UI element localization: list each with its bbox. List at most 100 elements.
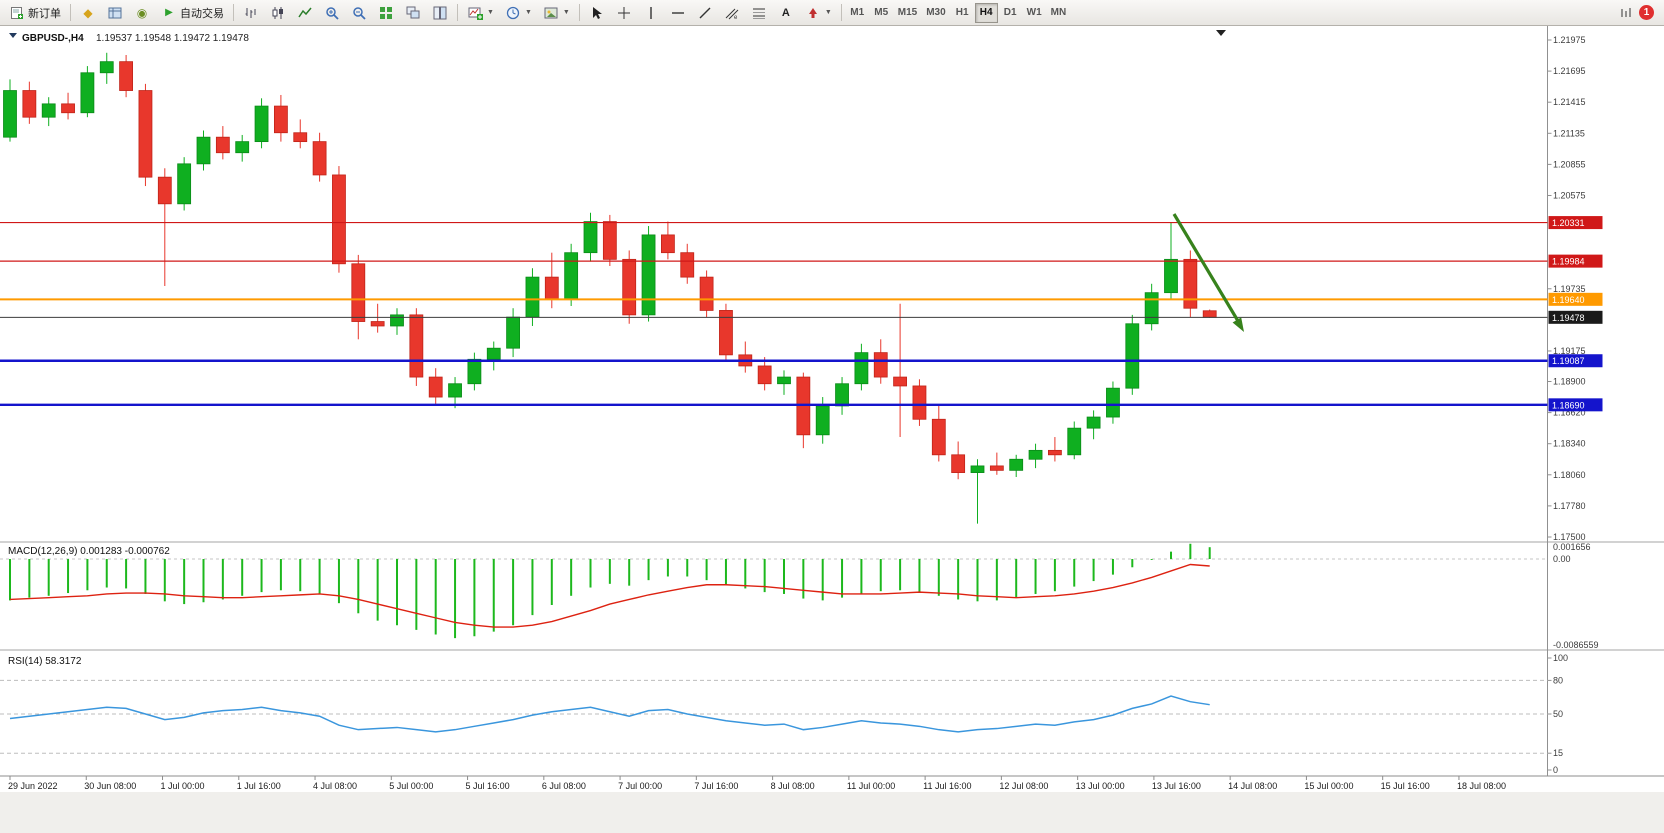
svg-text:1.18690: 1.18690	[1552, 400, 1585, 410]
cascade-windows-button[interactable]	[400, 2, 426, 24]
timeframe-h1-button[interactable]: H1	[951, 3, 974, 23]
navigator-button[interactable]	[102, 2, 128, 24]
timeframe-group: M1 M5 M15 M30 H1 H4 D1 W1 MN	[846, 2, 1071, 23]
svg-text:1.20855: 1.20855	[1553, 159, 1586, 169]
svg-text:15: 15	[1553, 748, 1563, 758]
svg-text:1.21135: 1.21135	[1553, 128, 1585, 138]
svg-text:1.21415: 1.21415	[1553, 97, 1586, 107]
toolbar-separator	[70, 4, 71, 21]
periods-icon	[505, 5, 521, 21]
new-order-label: 新订单	[28, 7, 61, 20]
svg-text:RSI(14) 58.3172: RSI(14) 58.3172	[8, 656, 82, 667]
autotrading-button[interactable]: ▶ 自动交易	[156, 2, 229, 24]
svg-text:4 Jul 08:00: 4 Jul 08:00	[313, 781, 357, 791]
timeframe-w1-button[interactable]: W1	[1023, 3, 1046, 23]
chart-canvas[interactable]: 1.21975 1.21695 1.21415 1.21135 1.20855 1.205…	[0, 26, 1664, 833]
tile-vertical-button[interactable]	[427, 2, 453, 24]
svg-text:7 Jul 00:00: 7 Jul 00:00	[618, 781, 662, 791]
chart-window: 1.21975 1.21695 1.21415 1.21135 1.20855 1.205…	[0, 26, 1664, 833]
channel-icon: e	[724, 5, 740, 21]
svg-text:1.20575: 1.20575	[1553, 190, 1586, 200]
timeframe-h4-button[interactable]: H4	[974, 2, 998, 23]
timeframe-m1-button[interactable]: M1	[846, 3, 869, 23]
svg-text:1.18620: 1.18620	[1553, 408, 1586, 418]
new-chart-button[interactable]: ▼	[462, 2, 499, 24]
svg-text:1.17780: 1.17780	[1553, 501, 1586, 511]
vertical-line-button[interactable]	[638, 2, 664, 24]
horizontal-line-button[interactable]	[665, 2, 691, 24]
svg-text:100: 100	[1553, 653, 1568, 663]
bar-chart-button[interactable]	[238, 2, 264, 24]
terminal-button[interactable]: ◉	[129, 2, 155, 24]
svg-text:1.17500: 1.17500	[1553, 532, 1586, 542]
text-label-button[interactable]: A	[773, 2, 799, 24]
notification-badge[interactable]: 1	[1639, 5, 1654, 20]
svg-text:1.18340: 1.18340	[1553, 439, 1586, 449]
svg-text:15 Jul 16:00: 15 Jul 16:00	[1381, 781, 1430, 791]
cascade-windows-icon	[405, 5, 421, 21]
svg-text:29 Jun 2022: 29 Jun 2022	[8, 781, 58, 791]
timeframe-m30-button[interactable]: M30	[922, 3, 949, 23]
arrows-button[interactable]: ▼	[800, 2, 837, 24]
svg-text:0.00: 0.00	[1553, 554, 1571, 564]
crosshair-icon	[616, 5, 632, 21]
tile-vertical-icon	[432, 5, 448, 21]
zoom-in-icon	[324, 5, 340, 21]
candlestick-chart-icon	[270, 5, 286, 21]
svg-text:1 Jul 16:00: 1 Jul 16:00	[237, 781, 281, 791]
zoom-out-button[interactable]	[346, 2, 372, 24]
horizontal-line-icon	[670, 5, 686, 21]
main-toolbar: 新订单 ◆ ◉ ▶ 自动交易	[0, 0, 1664, 26]
svg-text:1.20331: 1.20331	[1552, 218, 1585, 228]
trendline-icon	[697, 5, 713, 21]
svg-text:15 Jul 00:00: 15 Jul 00:00	[1304, 781, 1353, 791]
svg-text:1.19984: 1.19984	[1552, 257, 1585, 267]
text-label-icon: A	[781, 6, 790, 19]
bar-chart-icon	[243, 5, 259, 21]
svg-text:1.18900: 1.18900	[1553, 377, 1586, 387]
svg-text:0.001656: 0.001656	[1553, 542, 1591, 552]
svg-text:11 Jul 00:00: 11 Jul 00:00	[847, 781, 895, 791]
svg-text:1.21695: 1.21695	[1553, 66, 1586, 76]
fibonacci-icon	[751, 5, 767, 21]
timeframe-d1-button[interactable]: D1	[999, 3, 1022, 23]
cursor-button[interactable]	[584, 2, 610, 24]
new-chart-icon	[467, 5, 483, 21]
svg-text:80: 80	[1553, 675, 1563, 685]
candlestick-chart-button[interactable]	[265, 2, 291, 24]
svg-text:13 Jul 00:00: 13 Jul 00:00	[1076, 781, 1125, 791]
svg-text:1.19537 1.19548 1.19472 1.1947: 1.19537 1.19548 1.19472 1.19478	[96, 33, 249, 44]
tile-windows-button[interactable]	[373, 2, 399, 24]
chevron-down-icon: ▼	[487, 9, 494, 16]
trendline-button[interactable]	[692, 2, 718, 24]
zoom-in-button[interactable]	[319, 2, 345, 24]
svg-text:MACD(12,26,9) 0.001283 -0.0007: MACD(12,26,9) 0.001283 -0.000762	[8, 546, 170, 557]
line-chart-button[interactable]	[292, 2, 318, 24]
timeframe-mn-button[interactable]: MN	[1047, 3, 1071, 23]
arrows-icon	[805, 5, 821, 21]
navigator-icon	[107, 5, 123, 21]
svg-text:1.19478: 1.19478	[1552, 313, 1585, 323]
channel-button[interactable]: e	[719, 2, 745, 24]
cursor-icon	[589, 5, 605, 21]
svg-text:8 Jul 08:00: 8 Jul 08:00	[771, 781, 815, 791]
periods-button[interactable]: ▼	[500, 2, 537, 24]
new-order-button[interactable]: 新订单	[4, 2, 66, 24]
timeframe-m5-button[interactable]: M5	[870, 3, 893, 23]
svg-text:11 Jul 16:00: 11 Jul 16:00	[923, 781, 971, 791]
timeframe-m15-button[interactable]: M15	[894, 3, 921, 23]
line-chart-icon	[297, 5, 313, 21]
crosshair-button[interactable]	[611, 2, 637, 24]
market-watch-button[interactable]: ◆	[75, 2, 101, 24]
toolbar-separator	[840, 4, 842, 21]
svg-text:-0.0086559: -0.0086559	[1553, 640, 1599, 650]
svg-text:13 Jul 16:00: 13 Jul 16:00	[1152, 781, 1201, 791]
svg-text:12 Jul 08:00: 12 Jul 08:00	[999, 781, 1048, 791]
svg-text:1.19175: 1.19175	[1553, 346, 1586, 356]
mini-chart-icon[interactable]	[1618, 5, 1634, 21]
templates-button[interactable]: ▼	[538, 2, 575, 24]
chevron-down-icon: ▼	[562, 9, 570, 16]
autotrading-label: 自动交易	[180, 7, 224, 20]
chevron-down-icon: ▼	[524, 9, 532, 16]
fibonacci-button[interactable]	[746, 2, 772, 24]
